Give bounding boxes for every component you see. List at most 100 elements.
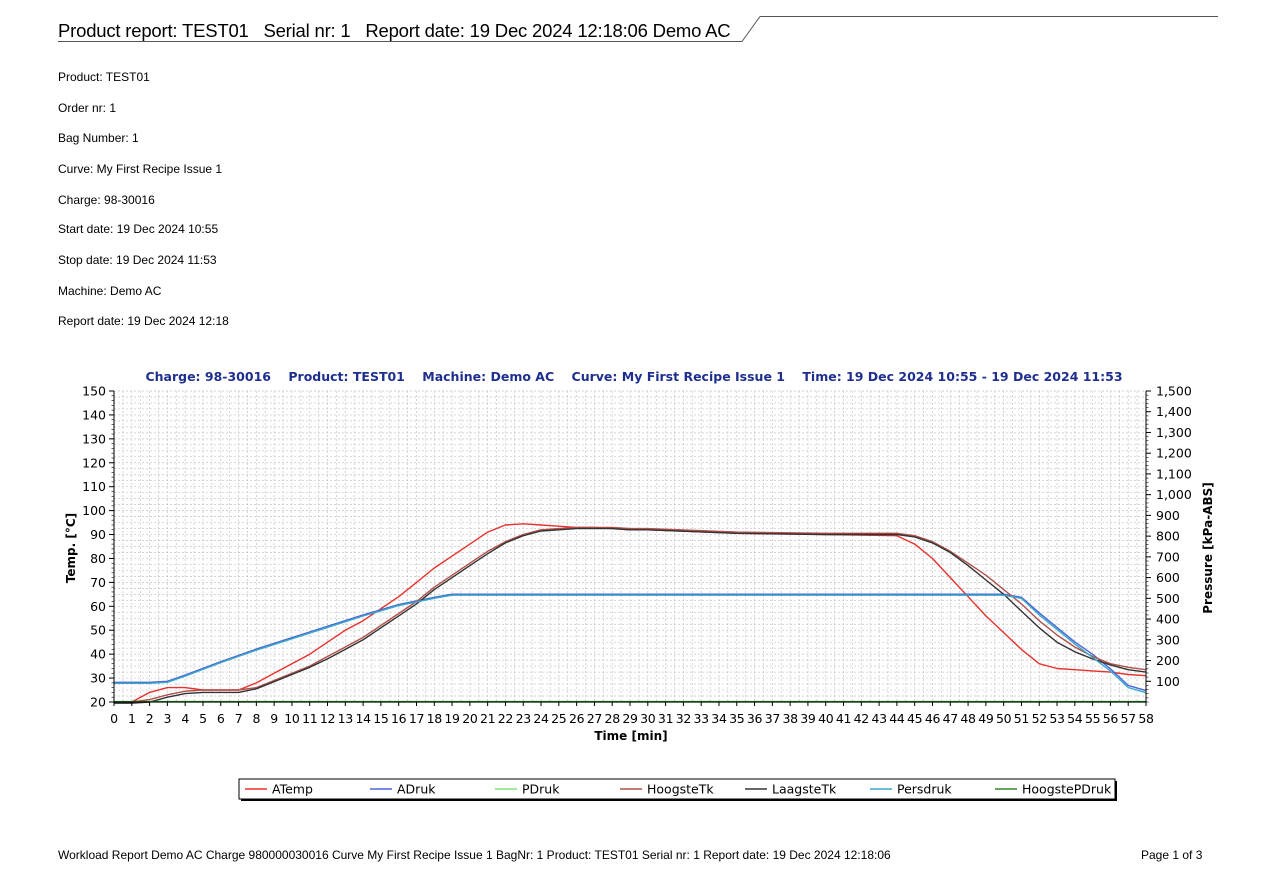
info-report-date: Report date: 19 Dec 2024 12:18 — [58, 314, 229, 328]
y2-tick-label: 800 — [1156, 529, 1180, 544]
x-tick-label: 21 — [480, 711, 495, 726]
y-tick-label: 130 — [82, 431, 106, 446]
x-tick-label: 22 — [498, 711, 513, 726]
x-tick-label: 14 — [355, 711, 371, 726]
y2-tick-label: 600 — [1156, 570, 1180, 585]
x-tick-label: 44 — [889, 711, 905, 726]
x-tick-label: 1 — [128, 711, 136, 726]
y-tick-label: 40 — [90, 647, 106, 662]
x-tick-label: 47 — [943, 711, 958, 726]
info-order-nr: Order nr: 1 — [58, 101, 117, 115]
x-tick-label: 27 — [587, 711, 602, 726]
x-tick-label: 10 — [284, 711, 300, 726]
series-line-laagstetk — [114, 527, 1147, 704]
x-tick-label: 11 — [302, 711, 317, 726]
x-tick-label: 31 — [658, 711, 673, 726]
x-tick-label: 2 — [146, 711, 154, 726]
info-bag-number: Bag Number: 1 — [58, 131, 139, 145]
x-tick-label: 24 — [533, 711, 549, 726]
y2-tick-label: 100 — [1156, 674, 1180, 689]
legend-label-laagstetk: LaagsteTk — [772, 782, 837, 797]
x-tick-label: 5 — [199, 711, 207, 726]
x-tick-label: 38 — [782, 711, 798, 726]
y-tick-label: 120 — [82, 455, 106, 470]
y-axis-label: Temp. [°C] — [64, 513, 78, 583]
y2-axis-label: Pressure [kPa-ABS] — [1201, 482, 1215, 614]
x-tick-label: 28 — [605, 711, 621, 726]
y-tick-label: 20 — [90, 695, 106, 710]
info-charge: Charge: 98-30016 — [58, 193, 155, 207]
y2-tick-label: 300 — [1156, 632, 1180, 647]
x-tick-label: 23 — [516, 711, 531, 726]
x-tick-label: 26 — [569, 711, 585, 726]
x-tick-label: 25 — [551, 711, 566, 726]
x-tick-label: 30 — [640, 711, 656, 726]
x-tick-label: 48 — [960, 711, 976, 726]
y-tick-label: 80 — [90, 551, 106, 566]
footer-text: Workload Report Demo AC Charge 980000030… — [58, 848, 891, 862]
x-tick-label: 55 — [1085, 711, 1100, 726]
x-tick-label: 19 — [444, 711, 460, 726]
info-start-date: Start date: 19 Dec 2024 10:55 — [58, 222, 219, 236]
x-tick-label: 37 — [765, 711, 780, 726]
x-tick-label: 13 — [338, 711, 353, 726]
x-tick-label: 58 — [1138, 711, 1154, 726]
chart-title: Charge: 98-30016 Product: TEST01 Machine… — [145, 369, 1122, 384]
x-tick-label: 32 — [676, 711, 691, 726]
y2-tick-label: 1,400 — [1156, 404, 1192, 419]
x-tick-label: 34 — [711, 711, 727, 726]
y-tick-label: 30 — [90, 671, 106, 686]
x-tick-label: 6 — [217, 711, 225, 726]
info-stop-date: Stop date: 19 Dec 2024 11:53 — [58, 253, 217, 267]
chart-grid — [113, 390, 1147, 703]
x-tick-label: 51 — [1014, 711, 1029, 726]
y-tick-label: 50 — [90, 623, 106, 638]
legend-label-persdruk: Persdruk — [897, 782, 952, 797]
y2-tick-label: 1,200 — [1156, 446, 1192, 461]
legend-box — [238, 778, 1116, 800]
y2-tick-label: 1,500 — [1156, 384, 1192, 399]
x-tick-label: 33 — [694, 711, 709, 726]
y2-tick-label: 1,100 — [1156, 466, 1192, 481]
y2-tick-label: 500 — [1156, 591, 1180, 606]
y2-tick-label: 900 — [1156, 508, 1180, 523]
x-tick-label: 53 — [1049, 711, 1064, 726]
x-tick-label: 35 — [729, 711, 744, 726]
x-tick-label: 45 — [907, 711, 922, 726]
legend-label-hoogstepdruk: HoogstePDruk — [1022, 782, 1112, 797]
x-tick-label: 40 — [818, 711, 834, 726]
info-curve: Curve: My First Recipe Issue 1 — [58, 162, 223, 176]
y-tick-label: 140 — [82, 407, 106, 422]
x-axis-label: Time [min] — [594, 729, 667, 743]
y-tick-label: 60 — [90, 599, 106, 614]
x-tick-label: 41 — [836, 711, 851, 726]
x-tick-label: 52 — [1032, 711, 1047, 726]
x-tick-label: 56 — [1103, 711, 1119, 726]
x-tick-label: 4 — [181, 711, 189, 726]
x-tick-label: 8 — [253, 711, 261, 726]
report-title: Product report: TEST01 Serial nr: 1 Repo… — [58, 20, 731, 41]
chart-legend: ATemp ADruk PDruk HoogsteTk LaagsteTk Persdru… — [238, 778, 1117, 801]
x-tick-label: 57 — [1121, 711, 1136, 726]
x-tick-label: 50 — [996, 711, 1012, 726]
series-line-atemp — [114, 523, 1147, 703]
y2-tick-label: 200 — [1156, 653, 1180, 668]
x-tick-label: 42 — [854, 711, 869, 726]
x-tick-label: 43 — [871, 711, 886, 726]
legend-label-adruk: ADruk — [397, 782, 436, 797]
header-rule — [58, 16, 1218, 42]
x-tick-label: 29 — [622, 711, 638, 726]
x-tick-label: 39 — [800, 711, 816, 726]
y-tick-label: 110 — [82, 479, 106, 494]
y2-tick-label: 1,300 — [1156, 425, 1192, 440]
info-product: Product: TEST01 — [58, 70, 150, 84]
series-line-persdruk — [114, 594, 1147, 694]
x-tick-label: 12 — [320, 711, 335, 726]
legend-label-pdruk: PDruk — [522, 782, 560, 797]
series-line-adruk — [114, 593, 1147, 692]
x-tick-label: 3 — [164, 711, 172, 726]
x-tick-label: 16 — [391, 711, 407, 726]
y-tick-label: 100 — [82, 503, 106, 518]
y-tick-label: 70 — [90, 575, 106, 590]
